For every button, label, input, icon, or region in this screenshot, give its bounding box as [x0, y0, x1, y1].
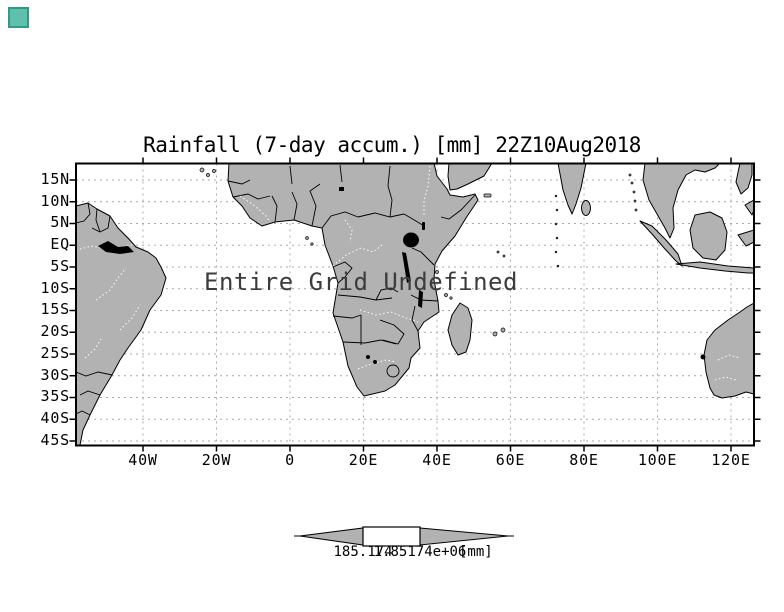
colorbar-center-box [362, 526, 421, 547]
plot-title: Rainfall (7-day accum.) [mm] 22Z10Aug201… [143, 133, 641, 157]
land [76, 163, 754, 446]
land-india [557, 163, 587, 215]
lon-label-40e: 40E [422, 451, 452, 469]
colorbar-right-triangle [419, 527, 509, 546]
lon-label-20w: 20W [201, 451, 232, 469]
colorbar-max-label: 1.85174e+06 [373, 544, 467, 560]
land-africa [227, 163, 479, 397]
lat-label-30s: 30S [40, 366, 70, 384]
lat-label-15s: 15S [40, 300, 70, 318]
land-madagascar [447, 302, 473, 356]
plot-frame [75, 162, 755, 447]
land-arabia [447, 163, 493, 191]
land-borneo [689, 211, 728, 261]
lat-label-5n: 5N [50, 213, 70, 231]
colorbar-left-triangle [299, 527, 364, 546]
lon-label-0: 0 [285, 451, 295, 469]
land-philippines [735, 163, 753, 195]
lon-label-20e: 20E [348, 451, 379, 469]
lat-label-10n: 10N [40, 192, 70, 210]
small-islands [199, 167, 638, 337]
lat-label-35s: 35S [40, 387, 70, 405]
corner-marker-square [8, 7, 29, 28]
lon-label-60e: 60E [495, 451, 526, 469]
lat-label-20s: 20S [40, 322, 70, 340]
land-south-america [76, 202, 167, 446]
land-moluccas-2 [737, 229, 754, 247]
grid-undefined-message: Entire Grid Undefined [204, 268, 518, 296]
lat-label-25s: 25S [40, 344, 70, 362]
colorbar-min-label: 185.174 [333, 544, 393, 560]
lon-label-80e: 80E [569, 451, 599, 469]
lat-label-5s: 5S [50, 257, 70, 275]
corner-marker [8, 7, 29, 28]
land-indochina-malay [642, 163, 721, 239]
colorbar-arrow [294, 526, 514, 547]
land-moluccas-1 [744, 199, 754, 216]
lon-label-100e: 100E [637, 451, 678, 469]
colorbar-units-label: [mm] [459, 544, 493, 560]
axis-ticks [69, 157, 761, 452]
lat-label-15n: 15N [40, 170, 70, 188]
land-sumatra [639, 220, 683, 267]
land-java [675, 261, 754, 274]
lat-label-40s: 40S [40, 409, 70, 427]
lon-label-40w: 40W [128, 451, 158, 469]
land-australia [703, 302, 754, 399]
lon-label-120e: 120E [711, 451, 751, 469]
land-sri-lanka [581, 200, 591, 216]
lat-label-eq: EQ [50, 235, 70, 253]
rivers [76, 165, 741, 381]
lakes [98, 187, 706, 364]
lat-label-45s: 45S [40, 431, 70, 449]
lat-label-10s: 10S [40, 279, 70, 297]
